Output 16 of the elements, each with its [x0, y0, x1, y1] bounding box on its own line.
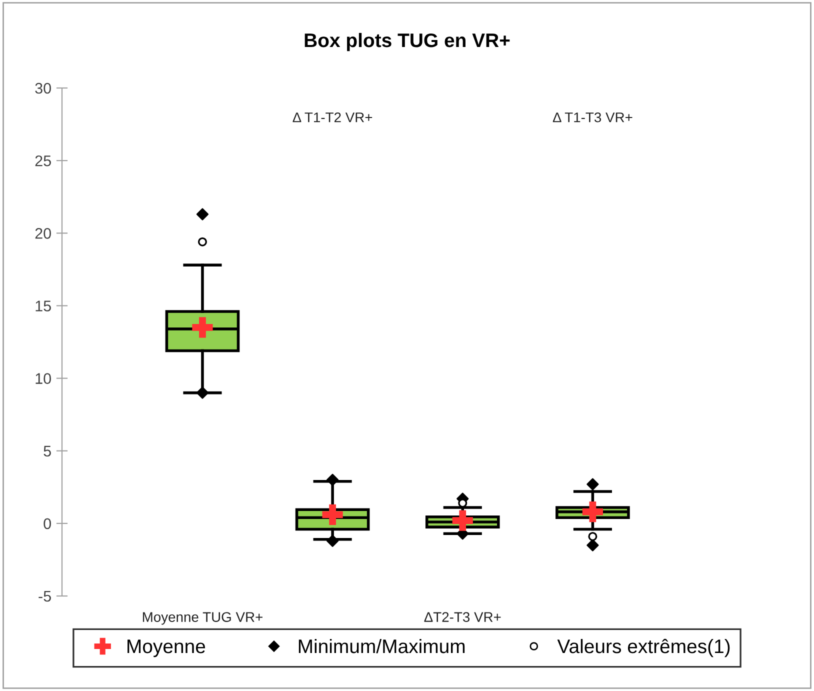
x-tick-label: Δ T1-T2 VR+ [292, 112, 372, 122]
legend-label: Minimum/Maximum [298, 638, 465, 654]
y-tick-label: 20 [35, 228, 51, 239]
y-tick-label: -5 [38, 591, 51, 602]
legend-label: Moyenne [128, 640, 206, 658]
y-tick-label: 25 [35, 155, 51, 166]
x-tick-label: Δ T1-T3 VR+ [552, 112, 632, 122]
chart-title: Box plots TUG en VR+ [304, 32, 510, 52]
x-tick-label: ΔT2-T3 VR+ [424, 612, 501, 622]
y-tick-label: 5 [44, 446, 51, 457]
y-tick-label: 15 [36, 300, 51, 312]
y-tick-label: 10 [36, 373, 51, 384]
x-tick-label: Moyenne TUG VR+ [142, 612, 262, 625]
y-tick-label: 30 [35, 82, 51, 94]
legend-label: Valeurs extrêmes(1) [557, 638, 730, 658]
y-tick-label: 0 [44, 518, 51, 530]
